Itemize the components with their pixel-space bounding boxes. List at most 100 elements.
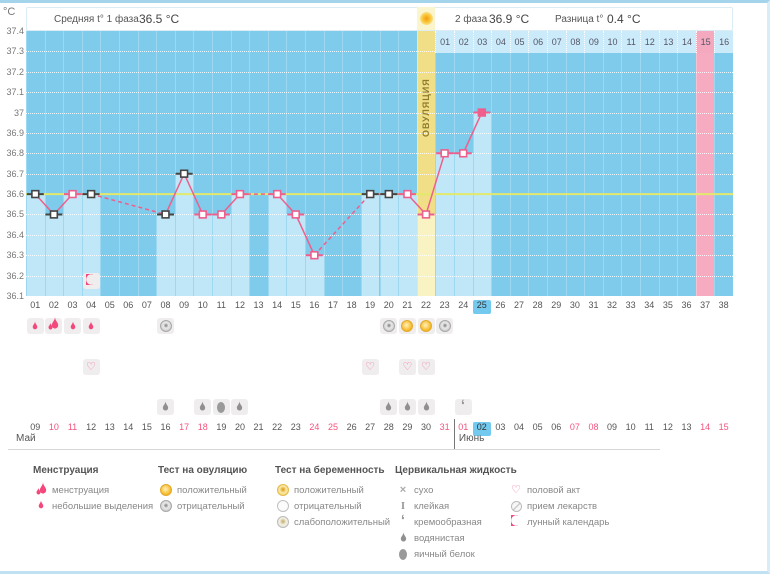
- cycle-day-label[interactable]: 38: [718, 300, 729, 310]
- data-point[interactable]: [403, 189, 412, 199]
- expected-period-column: [695, 31, 715, 296]
- cycle-day-label[interactable]: 29: [551, 300, 562, 310]
- cycle-day-label[interactable]: 36: [681, 300, 692, 310]
- cycle-day-label[interactable]: 02: [48, 300, 59, 310]
- intercourse-icon-cell[interactable]: ♡: [398, 359, 416, 375]
- cycle-day-label[interactable]: 31: [588, 300, 599, 310]
- ovulation-test-positive-icon: [401, 320, 414, 332]
- cycle-day-label[interactable]: 20: [383, 300, 394, 310]
- menses-icon-cell[interactable]: [45, 317, 63, 334]
- cycle-day-label[interactable]: 22: [420, 300, 431, 310]
- ovulation-test-negative-icon-cell[interactable]: [436, 318, 454, 334]
- data-point[interactable]: [49, 210, 59, 219]
- legend-icon-box: [508, 500, 524, 512]
- cycle-day-label[interactable]: 14: [272, 300, 283, 310]
- data-point[interactable]: [459, 149, 468, 158]
- data-point[interactable]: [384, 189, 394, 199]
- legend-item: яичный белок: [395, 546, 517, 562]
- legend-icon-box: [275, 516, 291, 528]
- cycle-day-label[interactable]: 32: [607, 300, 618, 310]
- date-label: 06: [551, 422, 562, 432]
- cycle-day-label[interactable]: 06: [123, 300, 134, 310]
- ovulation-test-positive-icon-cell[interactable]: [398, 318, 416, 334]
- cycle-day-label-current[interactable]: 25: [472, 300, 492, 314]
- intercourse-icon: ♡: [402, 360, 413, 373]
- watery-icon-cell[interactable]: [231, 399, 249, 415]
- watery-icon-cell[interactable]: [157, 399, 175, 415]
- spotting-icon-cell[interactable]: [26, 318, 44, 334]
- cycle-day-label[interactable]: 16: [309, 300, 320, 310]
- data-point[interactable]: [161, 210, 170, 219]
- watery-icon-cell[interactable]: [380, 398, 398, 416]
- legend-column-title: Тест на овуляцию: [158, 465, 248, 476]
- cycle-day-label[interactable]: 09: [179, 300, 190, 310]
- spotting-icon-cell[interactable]: [64, 318, 81, 334]
- data-point[interactable]: [68, 189, 77, 199]
- ovulation-test-negative-icon-cell[interactable]: [157, 318, 175, 334]
- cycle-day-label[interactable]: 04: [86, 300, 97, 310]
- date-label: 18: [197, 422, 208, 432]
- cycle-day-label[interactable]: 15: [290, 300, 301, 310]
- legend-item-label: клейкая: [414, 500, 450, 512]
- data-point[interactable]: [310, 251, 319, 260]
- lunar-icon-cell[interactable]: [82, 273, 100, 289]
- cycle-day-label[interactable]: 10: [197, 300, 208, 310]
- data-point[interactable]: [235, 189, 245, 199]
- cycle-day-label[interactable]: 01: [30, 300, 41, 310]
- cycle-day-label[interactable]: 21: [402, 300, 413, 310]
- cycle-day-label[interactable]: 27: [514, 300, 525, 310]
- watery-icon-cell[interactable]: [417, 399, 435, 415]
- cycle-day-label[interactable]: 19: [365, 300, 376, 310]
- data-point[interactable]: [477, 108, 487, 117]
- cycle-day-label[interactable]: 13: [253, 300, 264, 310]
- watery-icon-cell[interactable]: [398, 399, 416, 415]
- cycle-day-label[interactable]: 11: [216, 300, 227, 310]
- watery-icon: [385, 398, 392, 416]
- data-point[interactable]: [198, 210, 207, 219]
- cycle-day-label[interactable]: 07: [141, 300, 152, 310]
- sun-icon: [419, 12, 433, 25]
- cycle-day-label[interactable]: 05: [104, 300, 115, 310]
- ovulation-test-positive-icon-cell[interactable]: [417, 318, 435, 334]
- y-axis-label: 36.2: [6, 270, 24, 281]
- cycle-day-label[interactable]: 12: [234, 300, 245, 310]
- temperature-line-segment: [90, 193, 166, 216]
- data-point[interactable]: [31, 189, 40, 199]
- creamy-icon-cell[interactable]: ,: [454, 399, 472, 415]
- june-day-cell: 12: [639, 31, 659, 53]
- cycle-day-label[interactable]: 24: [458, 300, 469, 310]
- spotting-icon-cell[interactable]: [82, 318, 100, 334]
- ovulation-test-positive-icon: [160, 484, 172, 496]
- day-column: [677, 31, 696, 296]
- data-point[interactable]: [421, 210, 431, 219]
- watery-icon-cell[interactable]: [194, 399, 212, 415]
- intercourse-icon-cell[interactable]: ♡: [417, 359, 435, 375]
- data-point[interactable]: [440, 149, 449, 158]
- data-point[interactable]: [272, 189, 282, 199]
- cycle-day-label[interactable]: 18: [346, 300, 357, 310]
- cycle-day-label[interactable]: 23: [439, 300, 450, 310]
- cycle-day-label[interactable]: 35: [662, 300, 673, 310]
- cycle-day-label[interactable]: 26: [495, 300, 506, 310]
- data-point[interactable]: [365, 189, 375, 199]
- legend-column: ♡ половой акт прием лекарств лунный календа…: [507, 465, 609, 530]
- data-point[interactable]: [179, 169, 189, 178]
- data-point[interactable]: [291, 210, 300, 219]
- cycle-day-label[interactable]: 30: [569, 300, 580, 310]
- eggwhite-icon-cell[interactable]: [212, 399, 230, 415]
- cycle-day-label[interactable]: 28: [532, 300, 543, 310]
- intercourse-icon-cell[interactable]: ♡: [361, 359, 379, 375]
- intercourse-icon-cell[interactable]: ♡: [82, 359, 100, 375]
- ovulation-test-negative-icon-cell[interactable]: [380, 318, 398, 334]
- cycle-day-label[interactable]: 37: [700, 300, 711, 310]
- cycle-day-label[interactable]: 33: [625, 300, 636, 310]
- cycle-day-label[interactable]: 17: [327, 300, 338, 310]
- cycle-day-label[interactable]: 03: [67, 300, 78, 310]
- data-point[interactable]: [86, 189, 96, 199]
- legend-item: отрицательный: [158, 498, 247, 514]
- legend-item-label: отрицательный: [294, 500, 362, 512]
- cycle-day-label[interactable]: 08: [160, 300, 171, 310]
- cycle-day-label[interactable]: 34: [644, 300, 655, 310]
- data-point[interactable]: [217, 210, 226, 219]
- legend-item-label: менструация: [52, 484, 110, 496]
